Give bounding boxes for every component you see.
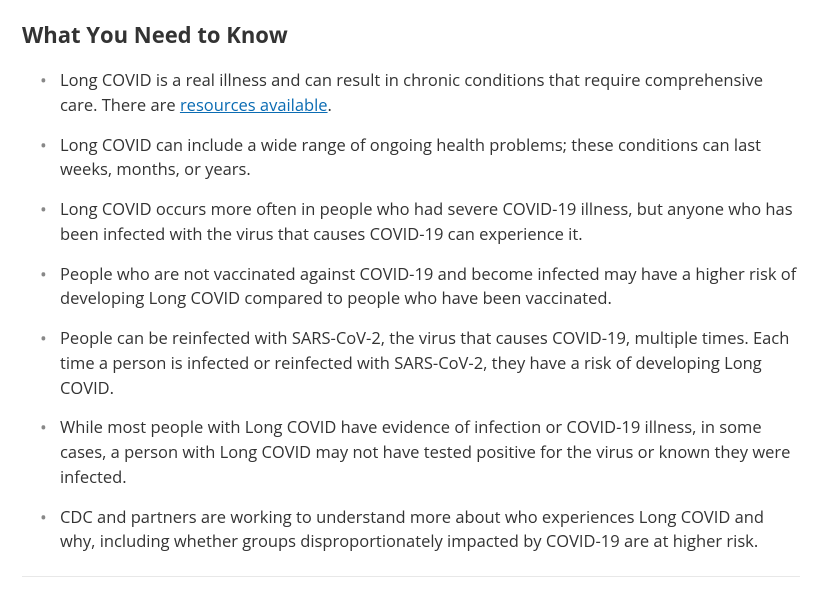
list-item: CDC and partners are working to understa… xyxy=(60,505,800,555)
bullet-list: Long COVID is a real illness and can res… xyxy=(22,68,800,554)
list-item: Long COVID occurs more often in people w… xyxy=(60,197,800,247)
list-item-text-after: . xyxy=(328,93,332,116)
list-item: Long COVID is a real illness and can res… xyxy=(60,68,800,118)
resources-link[interactable]: resources available xyxy=(180,93,328,116)
list-item: Long COVID can include a wide range of o… xyxy=(60,133,800,183)
list-item: While most people with Long COVID have e… xyxy=(60,415,800,489)
list-item-text-before: Long COVID is a real illness and can res… xyxy=(60,68,763,116)
list-item: People who are not vaccinated against CO… xyxy=(60,262,800,312)
section-heading: What You Need to Know xyxy=(22,20,800,50)
list-item: People can be reinfected with SARS-CoV-2… xyxy=(60,326,800,400)
info-section: What You Need to Know Long COVID is a re… xyxy=(22,20,800,577)
